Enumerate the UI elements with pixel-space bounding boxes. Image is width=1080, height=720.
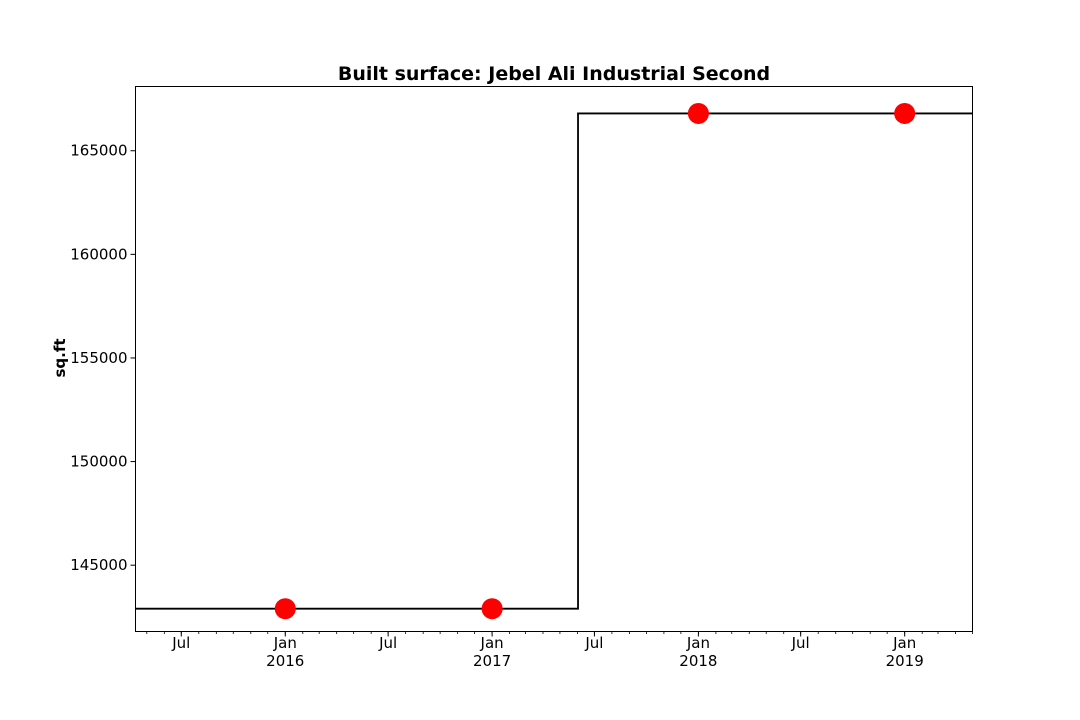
- x-tick-label: Jan: [273, 634, 297, 652]
- y-axis-label: sq.ft: [51, 338, 69, 377]
- data-point: [894, 102, 916, 124]
- chart-title: Built surface: Jebel Ali Industrial Seco…: [338, 63, 770, 85]
- y-tick-label: 155000: [70, 349, 127, 367]
- x-tick-label: Jul: [171, 634, 190, 652]
- plot-frame: [135, 86, 973, 632]
- x-tick-label: Jul: [791, 634, 810, 652]
- data-point: [481, 598, 503, 620]
- x-tick-label: Jul: [584, 634, 603, 652]
- y-tick-label: 145000: [70, 556, 127, 574]
- x-tick-label: Jan: [686, 634, 710, 652]
- x-tick-year-label: 2019: [886, 652, 924, 670]
- plot-area: [135, 102, 973, 620]
- x-tick-label: Jan: [480, 634, 504, 652]
- x-tick-year-label: 2017: [473, 652, 511, 670]
- y-tick-label: 160000: [70, 245, 127, 263]
- y-tick-label: 165000: [70, 142, 127, 160]
- data-point: [274, 598, 296, 620]
- step-line: [135, 112, 973, 610]
- y-tick-label: 150000: [70, 453, 127, 471]
- x-tick-year-label: 2016: [266, 652, 304, 670]
- x-tick-label: Jul: [378, 634, 397, 652]
- x-tick-year-label: 2018: [679, 652, 717, 670]
- x-tick-label: Jan: [892, 634, 916, 652]
- data-point: [687, 102, 709, 124]
